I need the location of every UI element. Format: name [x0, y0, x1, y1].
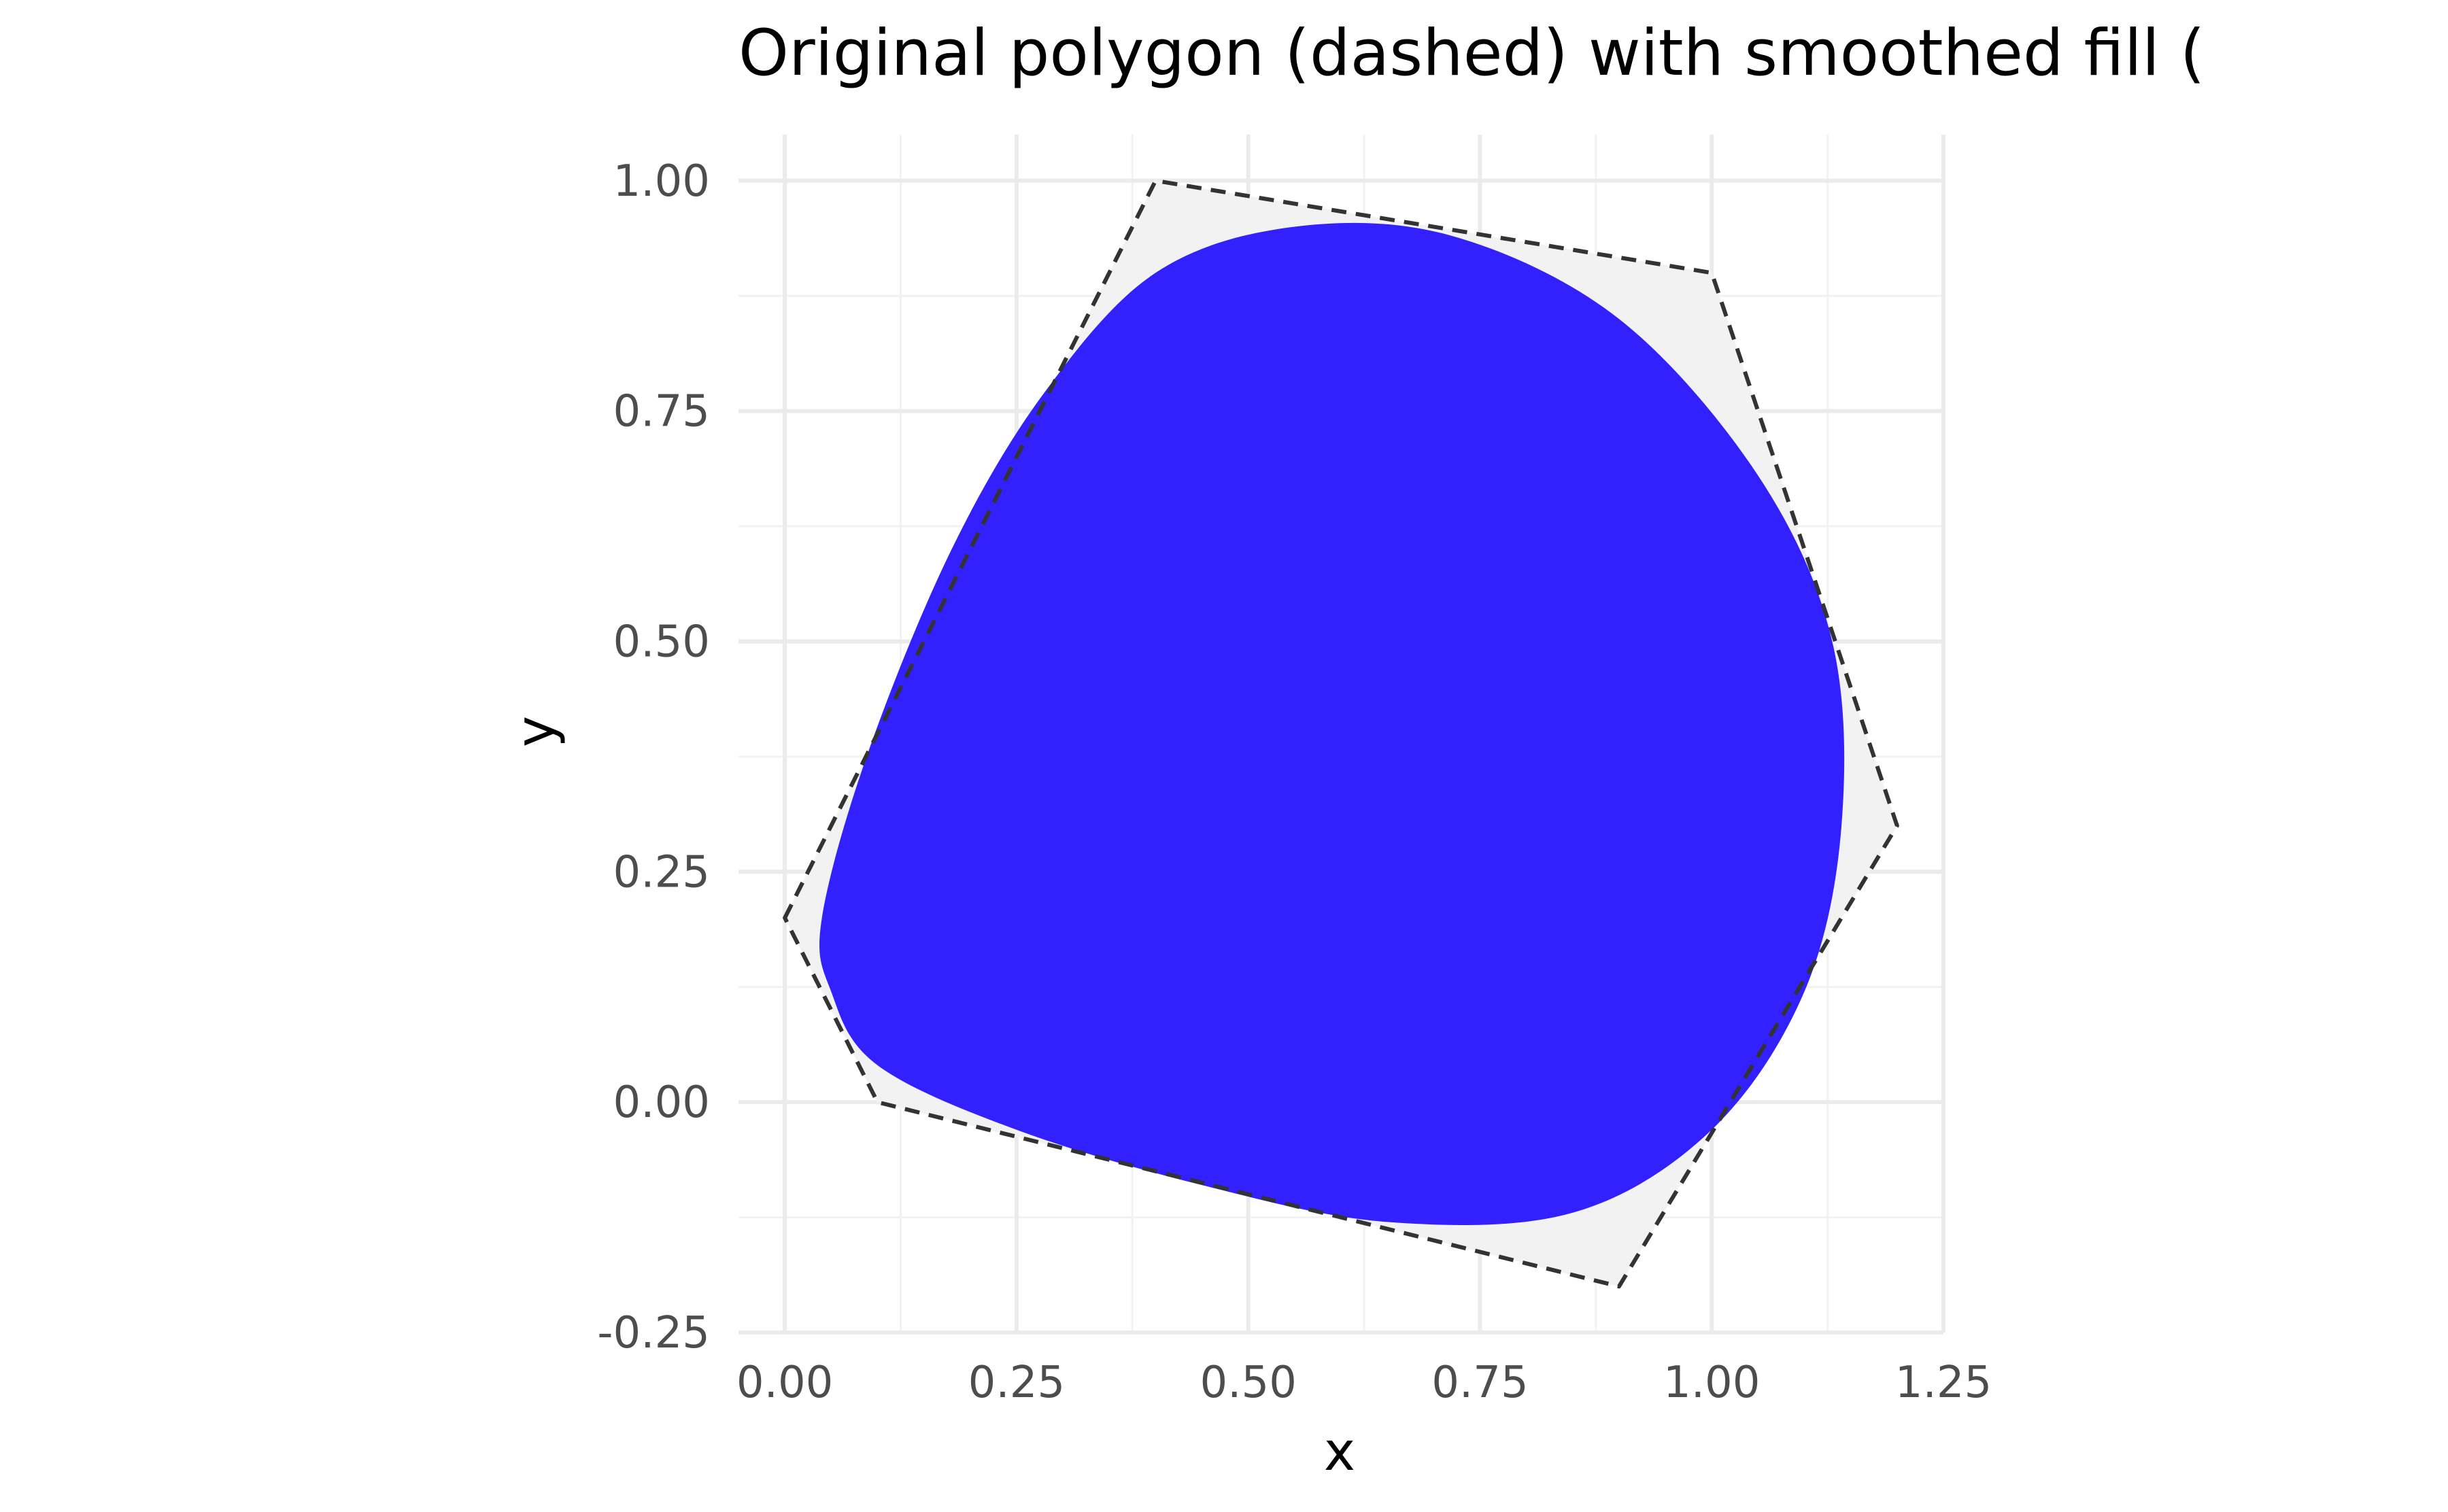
y-axis-ticks: -0.25 0.00 0.25 0.50 0.75 1.00 [597, 156, 710, 1358]
x-tick-label: 0.75 [1431, 1358, 1529, 1408]
x-axis-ticks: 0.00 0.25 0.50 0.75 1.00 1.25 [736, 1358, 1992, 1408]
x-tick-label: 0.00 [736, 1358, 834, 1408]
y-tick-label: 1.00 [613, 156, 711, 207]
shape-layer [783, 178, 1899, 1289]
plot-panel [738, 135, 1945, 1335]
y-tick-label: 0.75 [613, 387, 711, 437]
x-tick-label: 0.50 [1200, 1358, 1297, 1408]
y-axis-title: y [505, 716, 566, 747]
y-tick-label: -0.25 [597, 1308, 710, 1358]
x-tick-label: 0.25 [968, 1358, 1066, 1408]
smoothed-fill-shape [819, 222, 1845, 1226]
x-axis-title: x [1324, 1422, 1355, 1483]
y-tick-label: 0.25 [613, 847, 711, 897]
y-tick-label: 0.00 [613, 1078, 711, 1128]
x-tick-label: 1.00 [1663, 1358, 1761, 1408]
original-polygon-outline [783, 178, 1899, 1289]
y-tick-label: 0.50 [613, 617, 711, 667]
chart-title: Original polygon (dashed) with smoothed … [738, 16, 2205, 90]
x-tick-label: 1.25 [1895, 1358, 1992, 1408]
